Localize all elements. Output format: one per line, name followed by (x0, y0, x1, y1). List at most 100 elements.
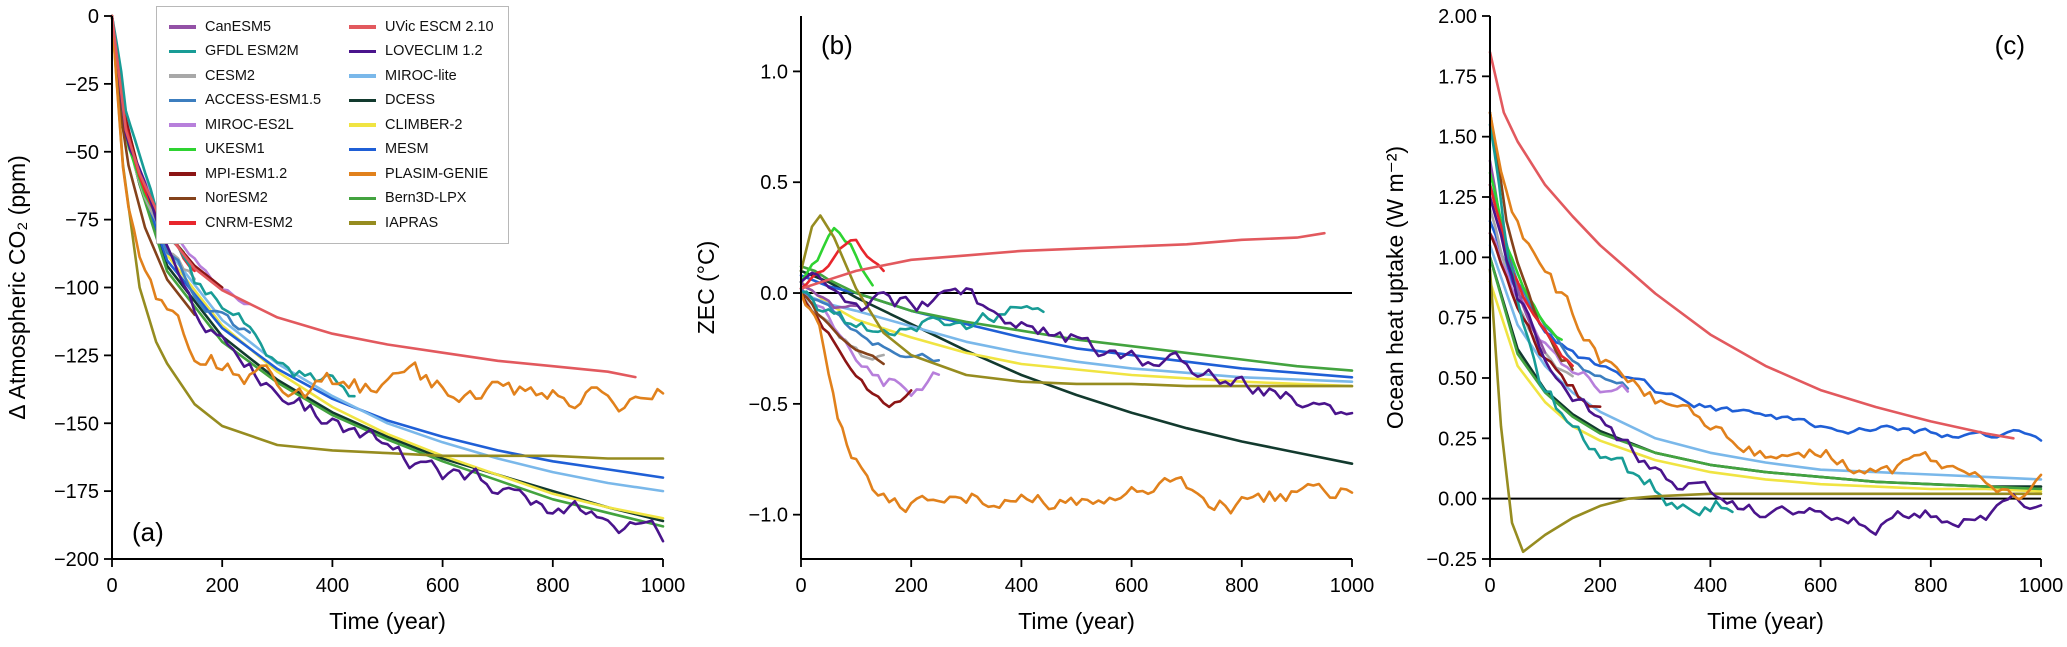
y-tick-label: 1.00 (1438, 247, 1477, 269)
legend-model-label: GFDL ESM2M (205, 43, 299, 59)
y-axis: 0 −25 −50 −75 −100 −125 −150 −175 −200 (54, 6, 112, 571)
legend-item: GFDL ESM2M (169, 41, 321, 63)
series-LOVECLIM 1.2 (110, 14, 665, 543)
legend-item: ACCESS-ESM1.5 (169, 90, 321, 112)
series-CLIMBER-2 (799, 280, 1354, 388)
series-group (1488, 50, 2043, 554)
x-tick-label: 600 (426, 575, 459, 597)
series-CLIMBER-2 (1488, 280, 2043, 493)
legend-model-label: UKESM1 (205, 141, 265, 157)
legend-line-swatch (169, 196, 196, 200)
legend-item: IAPRAS (349, 212, 494, 234)
y-tick-label: 0 (88, 6, 99, 28)
legend-line-swatch (349, 98, 377, 102)
panel-letter: (b) (821, 30, 853, 60)
x-tick-label: 800 (1225, 575, 1258, 597)
y-axis: 2.00 1.75 1.50 1.25 1.00 0.75 0.50 0.25 0.00 −0.2… (1426, 6, 1490, 571)
legend-item: NorESM2 (169, 188, 321, 210)
y-tick-label: 0.75 (1438, 308, 1477, 330)
series-MIROC-lite (799, 291, 1354, 383)
y-tick-label: 0.0 (760, 283, 788, 305)
legend-line-swatch (169, 49, 196, 53)
panel-letter: (c) (1995, 30, 2025, 60)
y-tick-label: −125 (54, 345, 99, 367)
series-GFDL ESM2M (1488, 123, 1734, 517)
legend-line-swatch (349, 172, 377, 176)
series-UVic ESCM 2.10 (1488, 50, 2015, 440)
y-tick-label: −25 (65, 74, 99, 96)
legend-model-label: UVic ESCM 2.10 (385, 18, 494, 35)
y-tick-label: 0.50 (1438, 368, 1477, 390)
series-IAPRAS (110, 14, 665, 460)
series-UKESM1 (799, 226, 874, 287)
y-tick-label: 0.00 (1438, 489, 1477, 511)
legend-model-label: CNRM-ESM2 (205, 214, 293, 231)
y-tick-label: −50 (65, 142, 99, 164)
y-axis-title: Δ Atmospheric CO₂ (ppm) (4, 155, 30, 420)
series-PLASIM-GENIE (110, 14, 665, 413)
x-axis: 0 200 400 600 800 1000 (1484, 559, 2063, 597)
x-axis: 0 200 400 600 800 1000 (106, 559, 685, 597)
legend-item: CanESM5 (169, 16, 321, 38)
x-tick-label: 200 (895, 575, 928, 597)
legend-model-label: Bern3D-LPX (385, 190, 467, 206)
legend-model-label: MIROC-lite (385, 67, 457, 84)
y-axis-title: ZEC (°C) (693, 241, 719, 335)
legend-item: CESM2 (169, 65, 321, 87)
x-tick-label: 600 (1804, 575, 1837, 597)
legend-model-label: NorESM2 (205, 190, 268, 206)
legend-model-label: ACCESS-ESM1.5 (205, 92, 322, 108)
legend-column-2: UVic ESCM 2.10 LOVECLIM 1.2 MIROC-lite DCES… (349, 16, 494, 234)
legend: CanESM5 GFDL ESM2M CESM2 ACCESS-ESM1.5 MIROC… (156, 6, 509, 244)
y-tick-label: −75 (65, 210, 99, 232)
legend-item: CLIMBER-2 (349, 114, 494, 136)
y-tick-label: −175 (54, 481, 99, 503)
x-tick-label: 800 (536, 575, 569, 597)
legend-item: UVic ESCM 2.10 (349, 16, 494, 38)
series-IAPRAS (799, 214, 1354, 388)
legend-model-label: MIROC-ES2L (205, 116, 294, 133)
x-tick-label: 1000 (2019, 575, 2064, 597)
y-axis-title: Ocean heat uptake (W m⁻²) (1382, 146, 1408, 429)
legend-line-swatch (169, 221, 196, 225)
chart-c-ocean-heat-uptake: 0 200 400 600 800 1000 2.00 1.75 1.50 1.25 1.00 0.7… (1382, 6, 2063, 634)
series-DCESS (799, 269, 1354, 465)
legend-model-label: LOVECLIM 1.2 (385, 43, 483, 59)
panel-b: 0 200 400 600 800 1000 −1.0 −0.5 0.0 0.5 1.0 Time (… (689, 0, 1378, 647)
legend-line-swatch (169, 74, 196, 78)
y-tick-label: 0.5 (760, 172, 788, 194)
x-axis-title: Time (year) (1707, 608, 1824, 634)
series-MIROC-ES2L (799, 291, 941, 397)
y-tick-label: −200 (54, 549, 99, 571)
series-MPI-ESM1.2 (799, 291, 913, 409)
x-tick-label: 1000 (641, 575, 686, 597)
legend-column-1: CanESM5 GFDL ESM2M CESM2 ACCESS-ESM1.5 MIROC… (169, 16, 321, 234)
legend-model-label: CESM2 (205, 67, 255, 84)
series-NorESM2 (799, 291, 885, 366)
legend-line-swatch (349, 49, 377, 53)
legend-line-swatch (169, 25, 196, 29)
series-UVic ESCM 2.10 (110, 14, 637, 379)
legend-item: MIROC-lite (349, 65, 494, 87)
series-MIROC-lite (1488, 244, 2043, 481)
y-tick-label: −1.0 (749, 505, 788, 527)
x-tick-label: 0 (106, 575, 117, 597)
x-tick-label: 200 (206, 575, 239, 597)
x-tick-label: 400 (1694, 575, 1727, 597)
x-tick-label: 400 (316, 575, 349, 597)
panel-a: 0 200 400 600 800 1000 0 −25 −50 −75 −100 −125 −150 −… (0, 0, 689, 647)
legend-item: MIROC-ES2L (169, 114, 321, 136)
legend-line-swatch (349, 25, 377, 29)
x-tick-label: 0 (1484, 575, 1495, 597)
legend-item: PLASIM-GENIE (349, 163, 494, 185)
legend-line-swatch (169, 98, 196, 102)
legend-item: Bern3D-LPX (349, 188, 494, 210)
legend-model-label: IAPRAS (385, 214, 439, 231)
series-PLASIM-GENIE (799, 291, 1354, 515)
series-IAPRAS (1488, 268, 2043, 554)
legend-line-swatch (169, 147, 196, 151)
series-PLASIM-GENIE (1488, 111, 2043, 501)
legend-line-swatch (349, 221, 377, 225)
chart-b-zec: 0 200 400 600 800 1000 −1.0 −0.5 0.0 0.5 1.0 Time (… (693, 16, 1374, 634)
legend-model-label: PLASIM-GENIE (385, 165, 489, 182)
